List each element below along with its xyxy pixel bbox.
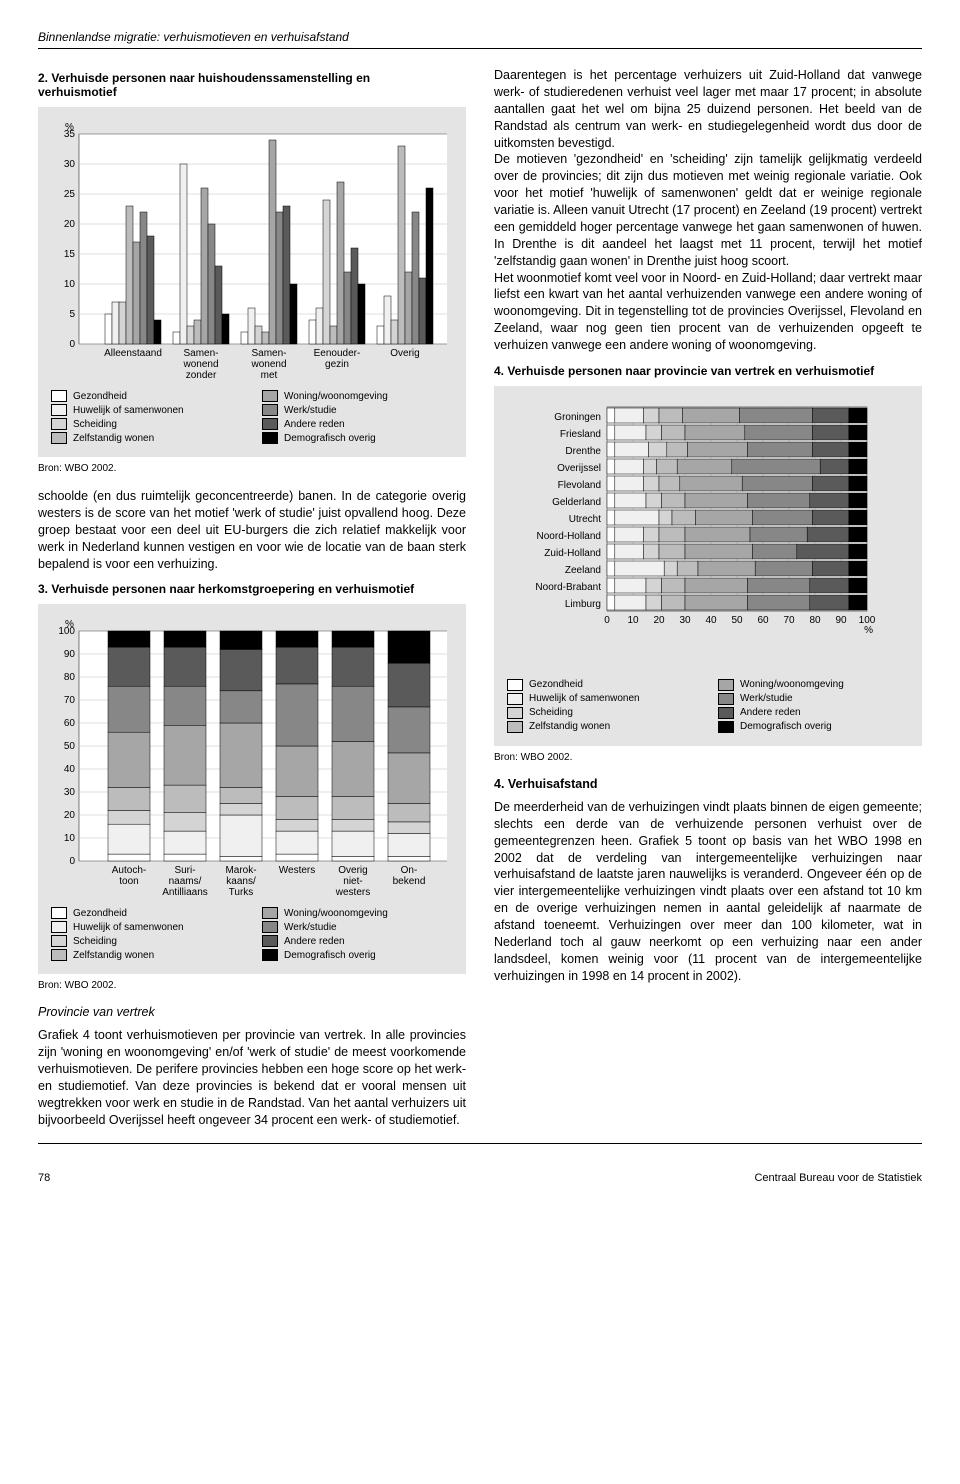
svg-text:20: 20 — [64, 219, 76, 230]
svg-text:Noord-Brabant: Noord-Brabant — [535, 582, 601, 593]
svg-text:On-bekend: On-bekend — [393, 865, 426, 887]
svg-text:0: 0 — [69, 339, 75, 350]
svg-text:Alleenstaand: Alleenstaand — [104, 348, 162, 359]
chart3-title: 3. Verhuisde personen naar herkomstgroep… — [38, 582, 466, 596]
svg-text:30: 30 — [64, 787, 76, 798]
svg-text:Limburg: Limburg — [565, 599, 601, 610]
left-h-provincie: Provincie van vertrek — [38, 1005, 466, 1019]
svg-text:Eenouder-gezin: Eenouder-gezin — [314, 348, 361, 370]
svg-text:20: 20 — [653, 615, 665, 626]
svg-text:10: 10 — [64, 833, 76, 844]
bottom-rule — [38, 1143, 922, 1144]
right-h4: 4. Verhuisafstand — [494, 777, 922, 791]
running-head: Binnenlandse migratie: verhuismotieven e… — [38, 30, 922, 44]
svg-text:Drenthe: Drenthe — [565, 446, 601, 457]
chart3-source: Bron: WBO 2002. — [38, 980, 466, 991]
svg-text:Autoch-toon: Autoch-toon — [112, 865, 146, 887]
svg-text:Friesland: Friesland — [560, 429, 601, 440]
svg-text:60: 60 — [64, 718, 76, 729]
svg-text:90: 90 — [835, 615, 847, 626]
svg-text:Overigniet-westers: Overigniet-westers — [335, 865, 370, 895]
chart4-title: 4. Verhuisde personen naar provincie van… — [494, 364, 922, 378]
svg-text:%: % — [864, 625, 873, 636]
svg-text:70: 70 — [64, 695, 76, 706]
svg-text:80: 80 — [64, 672, 76, 683]
svg-text:Marok-kaans/Turks: Marok-kaans/Turks — [225, 865, 256, 895]
chart2-title: 2. Verhuisde personen naar huishoudenssa… — [38, 71, 466, 99]
svg-text:Overig: Overig — [390, 348, 419, 359]
svg-text:20: 20 — [64, 810, 76, 821]
svg-text:0: 0 — [69, 856, 75, 867]
svg-text:Suri-naams/Antilliaans: Suri-naams/Antilliaans — [162, 865, 208, 895]
left-para-2: Grafiek 4 toont verhuismotieven per prov… — [38, 1027, 466, 1128]
svg-text:90: 90 — [64, 649, 76, 660]
left-para-1: schoolde (en dus ruimtelijk geconcentree… — [38, 488, 466, 572]
chart4-source: Bron: WBO 2002. — [494, 752, 922, 763]
publisher: Centraal Bureau voor de Statistiek — [754, 1172, 922, 1184]
svg-text:Groningen: Groningen — [554, 412, 601, 423]
top-rule — [38, 48, 922, 49]
svg-text:30: 30 — [679, 615, 691, 626]
svg-text:Flevoland: Flevoland — [558, 480, 601, 491]
right-para-1: Daarentegen is het percentage verhuizers… — [494, 67, 922, 354]
svg-text:0: 0 — [604, 615, 610, 626]
chart4-legend: GezondheidHuwelijk of samenwonenScheidin… — [507, 677, 909, 735]
svg-text:40: 40 — [705, 615, 717, 626]
svg-text:10: 10 — [627, 615, 639, 626]
svg-text:50: 50 — [731, 615, 743, 626]
svg-text:50: 50 — [64, 741, 76, 752]
chart4-svg: 0102030405060708090100%GroningenFrieslan… — [507, 397, 903, 667]
svg-text:Westers: Westers — [279, 865, 316, 876]
svg-text:15: 15 — [64, 249, 76, 260]
svg-text:Overijssel: Overijssel — [557, 463, 601, 474]
chart2-svg: 05101520253035%AlleenstaandSamen-wonendz… — [51, 118, 447, 378]
svg-text:30: 30 — [64, 159, 76, 170]
svg-text:%: % — [65, 122, 74, 133]
svg-text:Gelderland: Gelderland — [552, 497, 601, 508]
svg-text:60: 60 — [757, 615, 769, 626]
chart2-source: Bron: WBO 2002. — [38, 463, 466, 474]
svg-text:%: % — [65, 619, 74, 630]
chart2: 05101520253035%AlleenstaandSamen-wonendz… — [38, 107, 466, 457]
svg-text:80: 80 — [809, 615, 821, 626]
svg-text:Noord-Holland: Noord-Holland — [537, 531, 601, 542]
svg-text:Samen-wonendzonderkinderen: Samen-wonendzonderkinderen — [182, 348, 220, 378]
svg-text:Zuid-Holland: Zuid-Holland — [544, 548, 601, 559]
svg-text:40: 40 — [64, 764, 76, 775]
chart4: 0102030405060708090100%GroningenFrieslan… — [494, 386, 922, 746]
svg-text:10: 10 — [64, 279, 76, 290]
svg-text:Utrecht: Utrecht — [569, 514, 601, 525]
chart3-legend: GezondheidHuwelijk of samenwonenScheidin… — [51, 905, 453, 963]
chart3-svg: 0102030405060708090100%Autoch-toonSuri-n… — [51, 615, 447, 895]
chart3: 0102030405060708090100%Autoch-toonSuri-n… — [38, 604, 466, 974]
svg-text:5: 5 — [69, 309, 75, 320]
chart2-legend: GezondheidHuwelijk of samenwonenScheidin… — [51, 388, 453, 446]
page-number: 78 — [38, 1172, 50, 1184]
svg-text:Zeeland: Zeeland — [565, 565, 601, 576]
svg-text:70: 70 — [783, 615, 795, 626]
svg-text:Samen-wonendmetkinderen: Samen-wonendmetkinderen — [250, 348, 288, 378]
svg-text:25: 25 — [64, 189, 76, 200]
right-para-2: De meerderheid van de verhuizingen vindt… — [494, 799, 922, 985]
